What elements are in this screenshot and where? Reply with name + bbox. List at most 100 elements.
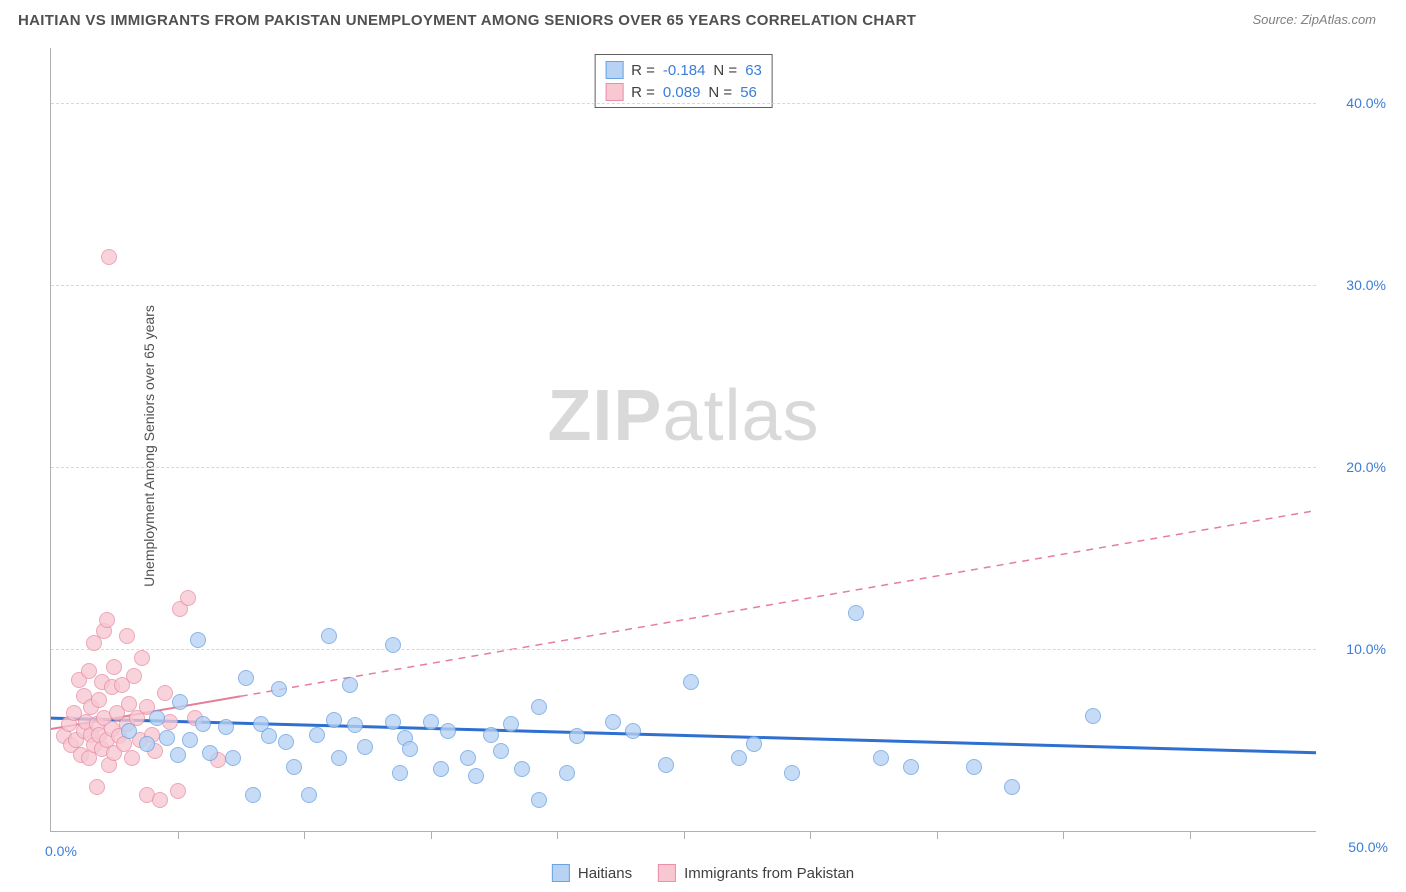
y-tick-label: 30.0% xyxy=(1326,277,1386,293)
y-tick-label: 10.0% xyxy=(1326,641,1386,657)
scatter-point-blue xyxy=(309,727,325,743)
scatter-point-blue xyxy=(493,743,509,759)
x-tick xyxy=(684,831,685,839)
scatter-point-blue xyxy=(245,787,261,803)
y-tick-label: 20.0% xyxy=(1326,459,1386,475)
scatter-point-pink xyxy=(170,783,186,799)
scatter-point-blue xyxy=(347,717,363,733)
scatter-point-blue xyxy=(170,747,186,763)
scatter-point-pink xyxy=(152,792,168,808)
scatter-point-blue xyxy=(440,723,456,739)
y-tick-label: 40.0% xyxy=(1326,95,1386,111)
scatter-point-pink xyxy=(119,628,135,644)
scatter-point-pink xyxy=(101,249,117,265)
scatter-point-blue xyxy=(460,750,476,766)
scatter-point-blue xyxy=(531,699,547,715)
scatter-point-blue xyxy=(190,632,206,648)
scatter-point-blue xyxy=(903,759,919,775)
gridline xyxy=(51,649,1316,650)
x-tick xyxy=(431,831,432,839)
stat-r-label: R = xyxy=(631,84,655,101)
stat-r-value: 0.089 xyxy=(663,84,701,101)
scatter-point-blue xyxy=(468,768,484,784)
scatter-point-blue xyxy=(357,739,373,755)
scatter-point-blue xyxy=(172,694,188,710)
scatter-point-blue xyxy=(683,674,699,690)
scatter-point-blue xyxy=(278,734,294,750)
stat-r-label: R = xyxy=(631,62,655,79)
x-tick xyxy=(810,831,811,839)
scatter-point-blue xyxy=(531,792,547,808)
scatter-point-blue xyxy=(159,730,175,746)
scatter-point-blue xyxy=(873,750,889,766)
scatter-point-blue xyxy=(1085,708,1101,724)
scatter-point-blue xyxy=(966,759,982,775)
scatter-point-pink xyxy=(124,750,140,766)
scatter-point-blue xyxy=(139,736,155,752)
scatter-point-blue xyxy=(238,670,254,686)
scatter-point-blue xyxy=(261,728,277,744)
x-tick xyxy=(557,831,558,839)
legend-item: Haitians xyxy=(552,864,632,882)
gridline xyxy=(51,103,1316,104)
legend-label: Immigrants from Pakistan xyxy=(684,865,854,882)
scatter-point-blue xyxy=(784,765,800,781)
gridline xyxy=(51,285,1316,286)
scatter-point-blue xyxy=(503,716,519,732)
chart-plot-area: ZIPatlas R = -0.184 N = 63R = 0.089 N = … xyxy=(50,48,1316,832)
scatter-point-blue xyxy=(423,714,439,730)
scatter-point-blue xyxy=(392,765,408,781)
scatter-point-pink xyxy=(99,612,115,628)
scatter-point-blue xyxy=(402,741,418,757)
scatter-point-blue xyxy=(301,787,317,803)
scatter-point-blue xyxy=(1004,779,1020,795)
stat-n-label: N = xyxy=(708,84,732,101)
legend-item: Immigrants from Pakistan xyxy=(658,864,854,882)
scatter-point-blue xyxy=(271,681,287,697)
scatter-point-blue xyxy=(559,765,575,781)
series-legend: Haitians Immigrants from Pakistan xyxy=(552,864,854,882)
scatter-point-pink xyxy=(91,692,107,708)
stats-legend-box: R = -0.184 N = 63R = 0.089 N = 56 xyxy=(594,54,773,108)
trend-line xyxy=(51,718,1316,753)
scatter-point-blue xyxy=(569,728,585,744)
legend-swatch xyxy=(658,864,676,882)
scatter-point-blue xyxy=(483,727,499,743)
stats-legend-row: R = 0.089 N = 56 xyxy=(605,81,762,103)
trend-lines-svg xyxy=(51,48,1316,831)
legend-swatch xyxy=(605,61,623,79)
scatter-point-blue xyxy=(182,732,198,748)
scatter-point-blue xyxy=(149,710,165,726)
scatter-point-blue xyxy=(321,628,337,644)
x-tick xyxy=(1190,831,1191,839)
stat-n-label: N = xyxy=(713,62,737,79)
scatter-point-blue xyxy=(286,759,302,775)
scatter-point-blue xyxy=(746,736,762,752)
stat-n-value: 63 xyxy=(745,62,762,79)
scatter-point-blue xyxy=(514,761,530,777)
stats-legend-row: R = -0.184 N = 63 xyxy=(605,59,762,81)
scatter-point-blue xyxy=(202,745,218,761)
legend-swatch xyxy=(605,83,623,101)
scatter-point-blue xyxy=(385,714,401,730)
scatter-point-blue xyxy=(658,757,674,773)
trend-line xyxy=(241,511,1316,697)
scatter-point-pink xyxy=(134,650,150,666)
scatter-point-blue xyxy=(625,723,641,739)
scatter-point-blue xyxy=(342,677,358,693)
gridline xyxy=(51,467,1316,468)
scatter-point-blue xyxy=(433,761,449,777)
scatter-point-pink xyxy=(126,668,142,684)
scatter-point-pink xyxy=(180,590,196,606)
source-label: Source: ZipAtlas.com xyxy=(1252,12,1376,27)
scatter-point-blue xyxy=(605,714,621,730)
x-tick xyxy=(304,831,305,839)
scatter-point-blue xyxy=(195,716,211,732)
scatter-point-blue xyxy=(121,723,137,739)
legend-label: Haitians xyxy=(578,865,632,882)
scatter-point-blue xyxy=(385,637,401,653)
x-tick-label: 0.0% xyxy=(45,843,77,859)
chart-title: HAITIAN VS IMMIGRANTS FROM PAKISTAN UNEM… xyxy=(18,12,916,29)
x-tick xyxy=(178,831,179,839)
scatter-point-blue xyxy=(225,750,241,766)
